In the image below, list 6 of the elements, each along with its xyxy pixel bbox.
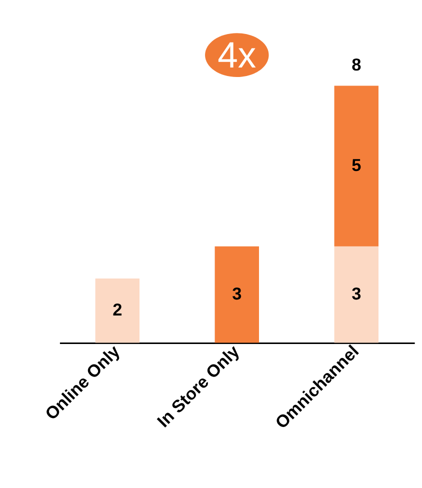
data-label: 5 xyxy=(352,154,362,175)
text: 4x xyxy=(218,34,256,76)
data-label: 3 xyxy=(352,283,362,304)
data-label: 3 xyxy=(232,283,242,304)
total-label: 8 xyxy=(352,54,362,74)
data-label: 2 xyxy=(112,299,122,320)
